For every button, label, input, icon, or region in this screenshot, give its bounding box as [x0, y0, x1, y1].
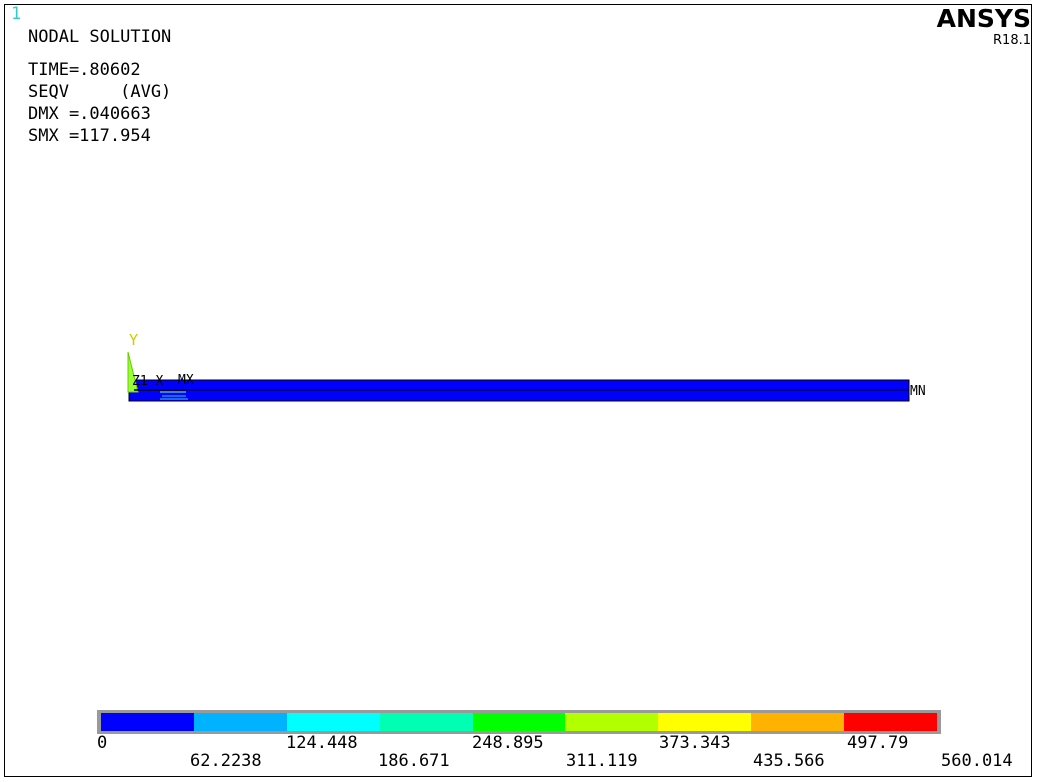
max-marker: MX	[178, 373, 194, 388]
axis-zx-label: Z1 X	[132, 374, 163, 389]
legend-label-124: 124.448	[286, 733, 358, 753]
min-marker: MN	[910, 384, 926, 399]
legend-label-497: 497.79	[847, 733, 909, 753]
legend-band-6	[565, 713, 659, 731]
legend-band-5	[472, 713, 566, 731]
info-time: TIME=.80602	[28, 60, 141, 80]
legend-band-3	[286, 713, 380, 731]
legend-label-311: 311.119	[566, 751, 638, 771]
info-smx: SMX =117.954	[28, 126, 151, 146]
contour-legend	[97, 710, 941, 734]
legend-band-9	[844, 713, 938, 731]
legend-band-7	[658, 713, 752, 731]
legend-label-62: 62.2238	[190, 751, 262, 771]
ansys-logo: ANSYS	[936, 4, 1031, 33]
legend-band-2	[193, 713, 287, 731]
triad-y-axis	[127, 351, 139, 393]
plot-title: NODAL SOLUTION	[28, 27, 172, 47]
release-version: R18.1	[993, 33, 1031, 48]
legend-band-1	[101, 713, 194, 731]
window-number: 1	[11, 4, 22, 24]
legend-label-186: 186.671	[378, 751, 450, 771]
info-dmx: DMX =.040663	[28, 104, 151, 124]
legend-label-0: 0	[97, 733, 108, 753]
legend-label-373: 373.343	[659, 733, 731, 753]
info-result-type: SEQV (AVG)	[28, 82, 172, 102]
legend-label-435: 435.566	[753, 751, 825, 771]
graphics-window-frame	[4, 4, 1032, 777]
axis-y-label: Y	[129, 331, 138, 349]
legend-label-248: 248.895	[472, 733, 544, 753]
legend-label-560: 560.014	[941, 751, 1013, 771]
legend-band-4	[379, 713, 473, 731]
legend-band-8	[751, 713, 845, 731]
